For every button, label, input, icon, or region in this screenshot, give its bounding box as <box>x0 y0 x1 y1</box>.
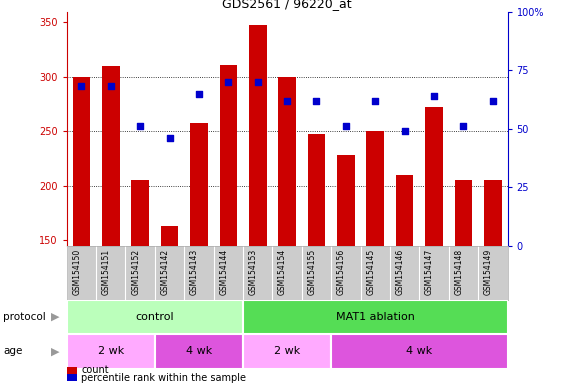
Bar <box>455 180 472 246</box>
Point <box>194 91 204 97</box>
Bar <box>396 175 414 246</box>
Text: GSM154145: GSM154145 <box>366 248 375 295</box>
Text: GSM154148: GSM154148 <box>454 248 463 295</box>
Bar <box>155 334 243 369</box>
Bar <box>249 25 267 246</box>
Text: GSM154147: GSM154147 <box>425 248 434 295</box>
Text: MAT1 ablation: MAT1 ablation <box>336 312 415 322</box>
Text: count: count <box>81 365 109 375</box>
Point <box>253 79 262 85</box>
Text: GSM154151: GSM154151 <box>102 248 111 295</box>
Text: 4 wk: 4 wk <box>186 346 212 356</box>
Bar <box>307 134 325 246</box>
Bar <box>367 131 384 246</box>
Bar <box>484 180 502 246</box>
Bar <box>331 334 508 369</box>
Point <box>400 128 409 134</box>
Bar <box>161 226 179 246</box>
Bar <box>72 77 90 246</box>
Text: percentile rank within the sample: percentile rank within the sample <box>81 373 246 383</box>
Bar <box>243 300 508 334</box>
Point <box>312 98 321 104</box>
Text: 4 wk: 4 wk <box>406 346 433 356</box>
Point <box>282 98 292 104</box>
Point <box>429 93 438 99</box>
Point <box>224 79 233 85</box>
Point <box>488 98 498 104</box>
Text: GSM154156: GSM154156 <box>337 248 346 295</box>
Text: age: age <box>3 346 22 356</box>
Text: ▶: ▶ <box>51 346 59 356</box>
Text: GSM154143: GSM154143 <box>190 248 199 295</box>
Text: control: control <box>136 312 174 322</box>
Text: protocol: protocol <box>3 312 46 322</box>
Point <box>459 123 468 129</box>
Text: 2 wk: 2 wk <box>97 346 124 356</box>
Bar <box>67 300 243 334</box>
Bar <box>425 108 443 246</box>
Text: GSM154142: GSM154142 <box>161 248 169 295</box>
Bar <box>278 77 296 246</box>
Point <box>77 83 86 89</box>
Title: GDS2561 / 96220_at: GDS2561 / 96220_at <box>222 0 352 10</box>
Text: GSM154149: GSM154149 <box>484 248 493 295</box>
Point <box>341 123 350 129</box>
Text: GSM154154: GSM154154 <box>278 248 287 295</box>
Bar <box>219 65 237 246</box>
Point <box>371 98 380 104</box>
Text: GSM154152: GSM154152 <box>131 248 140 295</box>
Text: GSM154155: GSM154155 <box>307 248 317 295</box>
Point <box>136 123 145 129</box>
Bar <box>190 122 208 246</box>
Point <box>165 135 174 141</box>
Point <box>106 83 115 89</box>
Bar <box>102 66 119 246</box>
Text: ▶: ▶ <box>51 312 59 322</box>
Bar <box>131 180 149 246</box>
Text: GSM154144: GSM154144 <box>219 248 229 295</box>
Text: GSM154153: GSM154153 <box>249 248 258 295</box>
Bar <box>337 156 355 246</box>
Bar <box>243 334 331 369</box>
Text: GSM154146: GSM154146 <box>396 248 405 295</box>
Text: GSM154150: GSM154150 <box>72 248 81 295</box>
Text: 2 wk: 2 wk <box>274 346 300 356</box>
Bar <box>67 334 155 369</box>
